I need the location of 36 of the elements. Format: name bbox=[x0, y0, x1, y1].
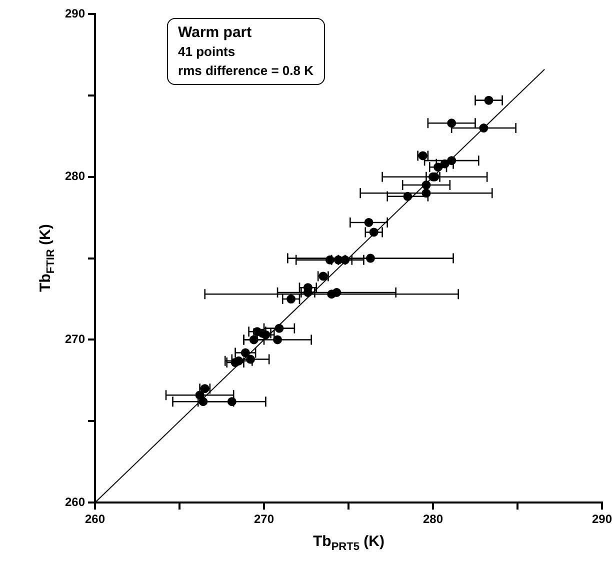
point bbox=[240, 348, 250, 358]
y-tick-label: 280 bbox=[64, 169, 86, 184]
point bbox=[274, 324, 284, 333]
point bbox=[479, 124, 488, 133]
point bbox=[246, 354, 255, 364]
x-tick-label: 260 bbox=[85, 512, 106, 526]
point bbox=[273, 335, 282, 344]
x-axis-title: Tb$_{PRT5}$ (K) bbox=[313, 532, 384, 553]
annotation: rms difference = 0.8 K bbox=[178, 62, 314, 80]
point bbox=[198, 397, 208, 406]
x-tick-label: 290 bbox=[592, 512, 612, 526]
y-tick-label: 290 bbox=[64, 6, 86, 20]
point bbox=[434, 162, 443, 172]
x-tick-label: 270 bbox=[254, 512, 274, 526]
point bbox=[286, 294, 296, 304]
annotation: 41 points bbox=[178, 43, 236, 61]
point bbox=[369, 228, 378, 237]
point bbox=[332, 288, 342, 297]
point bbox=[364, 218, 374, 227]
point bbox=[227, 397, 236, 406]
point bbox=[325, 255, 334, 264]
point bbox=[249, 335, 258, 344]
point bbox=[403, 192, 412, 201]
point bbox=[422, 180, 431, 190]
annotation: Warm part bbox=[178, 23, 253, 42]
point bbox=[484, 96, 494, 105]
point bbox=[422, 188, 431, 198]
y-tick-label: 260 bbox=[64, 494, 86, 509]
point bbox=[261, 330, 270, 340]
point bbox=[447, 156, 456, 166]
point bbox=[447, 118, 456, 128]
x-tick-label: 280 bbox=[422, 512, 444, 526]
point bbox=[440, 159, 450, 168]
point bbox=[366, 254, 375, 263]
point bbox=[234, 356, 244, 366]
y-tick-label: 270 bbox=[64, 332, 86, 346]
